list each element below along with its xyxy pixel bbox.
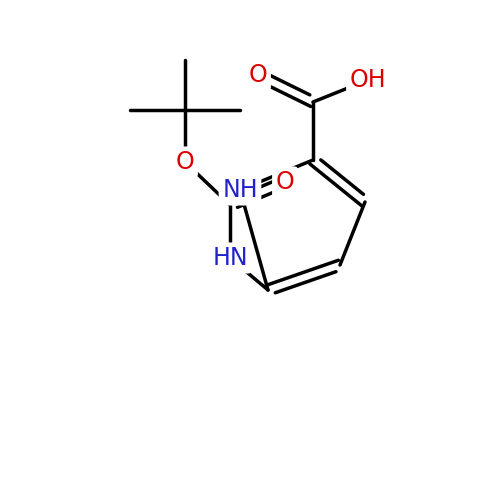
Text: O: O	[276, 170, 294, 194]
Text: O: O	[248, 63, 268, 87]
Text: OH: OH	[350, 68, 387, 92]
Text: NH: NH	[222, 178, 258, 202]
Text: O: O	[176, 150, 195, 174]
Text: HN: HN	[212, 246, 248, 270]
